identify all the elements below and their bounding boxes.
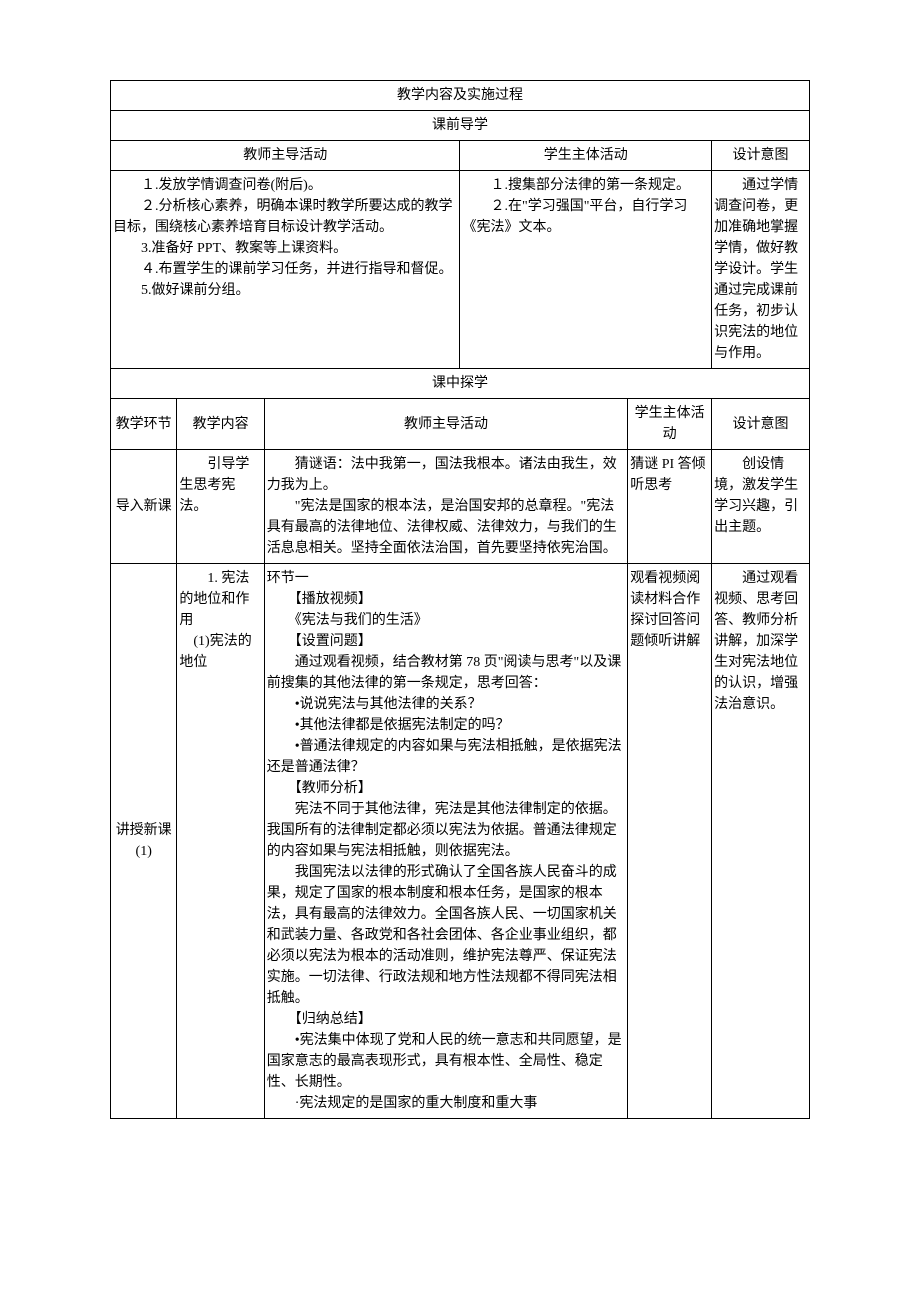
row1-content-text: 引导学生思考宪法。 [179,457,249,514]
row2-stage: 讲授新课 (1) [111,564,177,1119]
mid-col-student: 学生主体活动 [628,399,712,450]
row2-purpose: 通过观看视频、思考回答、教师分析讲解，加深学生对宪法地位的认识，增强法治意识。 [712,564,810,1119]
row2-student: 观看视频阅读材料合作探讨回答问题倾听讲解 [628,564,712,1119]
row2-student-text: 观看视频阅读材料合作探讨回答问题倾听讲解 [630,571,700,649]
header-1: 教学内容及实施过程 [111,81,810,111]
midclass-row-2: 讲授新课 (1) 1. 宪法的地位和作用 (1)宪法的地位 环节一 【播放视频】… [111,564,810,1119]
row1-purpose-text: 创设情境，激发学生学习兴趣，引出主题。 [714,457,798,535]
preclass-col-student: 学生主体活动 [460,141,712,171]
row1-stage: 导入新课 [111,450,177,564]
row2-content-text: 1. 宪法的地位和作用 (1)宪法的地位 [179,568,261,673]
midclass-header-row: 教学环节 教学内容 教师主导活动 学生主体活动 设计意图 [111,399,810,450]
preclass-teacher-text: １.发放学情调查问卷(附后)。 ２.分析核心素养，明确本课时教学所要达成的教学目… [113,178,453,298]
preclass-header-row: 教师主导活动 学生主体活动 设计意图 [111,141,810,171]
mid-col-stage: 教学环节 [111,399,177,450]
preclass-col-teacher: 教师主导活动 [111,141,460,171]
mid-col-teacher: 教师主导活动 [264,399,627,450]
mid-col-purpose: 设计意图 [712,399,810,450]
row2-teacher: 环节一 【播放视频】 《宪法与我们的生活》 【设置问题】 通过观看视频，结合教材… [264,564,627,1119]
header-row-3: 课中探学 [111,369,810,399]
midclass-row-1: 导入新课 引导学生思考宪法。 猜谜语：法中我第一，国法我根本。诸法由我生，效力我… [111,450,810,564]
mid-col-content: 教学内容 [177,399,264,450]
header-row-2: 课前导学 [111,111,810,141]
row2-teacher-text: 环节一 【播放视频】 《宪法与我们的生活》 【设置问题】 通过观看视频，结合教材… [267,571,622,1111]
preclass-student-text: １.搜集部分法律的第一条规定。 ２.在"学习强国"平台，自行学习《宪法》文本。 [462,178,690,235]
preclass-content-row: １.发放学情调查问卷(附后)。 ２.分析核心素养，明确本课时教学所要达成的教学目… [111,171,810,369]
preclass-purpose: 通过学情调查问卷，更加准确地掌握学情，做好教学设计。学生通过完成课前任务，初步认… [712,171,810,369]
row1-teacher-text: 猜谜语：法中我第一，国法我根本。诸法由我生，效力我为上。 "宪法是国家的根本法，… [267,457,617,556]
row1-content: 引导学生思考宪法。 [177,450,264,564]
header-2: 课前导学 [111,111,810,141]
row1-purpose: 创设情境，激发学生学习兴趣，引出主题。 [712,450,810,564]
row2-content: 1. 宪法的地位和作用 (1)宪法的地位 [177,564,264,1119]
header-3: 课中探学 [111,369,810,399]
header-row-1: 教学内容及实施过程 [111,81,810,111]
row1-stage-text: 导入新课 [116,499,172,514]
preclass-student: １.搜集部分法律的第一条规定。 ２.在"学习强国"平台，自行学习《宪法》文本。 [460,171,712,369]
lesson-table: 教学内容及实施过程 课前导学 教师主导活动 学生主体活动 设计意图 １.发放学情… [110,80,810,1119]
preclass-teacher: １.发放学情调查问卷(附后)。 ２.分析核心素养，明确本课时教学所要达成的教学目… [111,171,460,369]
row2-stage-text: 讲授新课 (1) [116,823,172,859]
row1-student: 猜谜 PI 答倾听思考 [628,450,712,564]
row1-teacher: 猜谜语：法中我第一，国法我根本。诸法由我生，效力我为上。 "宪法是国家的根本法，… [264,450,627,564]
row2-purpose-text: 通过观看视频、思考回答、教师分析讲解，加深学生对宪法地位的认识，增强法治意识。 [714,571,798,712]
row1-student-text: 猜谜 PI 答倾听思考 [630,457,705,493]
preclass-purpose-text: 通过学情调查问卷，更加准确地掌握学情，做好教学设计。学生通过完成课前任务，初步认… [714,178,798,361]
preclass-col-purpose: 设计意图 [712,141,810,171]
